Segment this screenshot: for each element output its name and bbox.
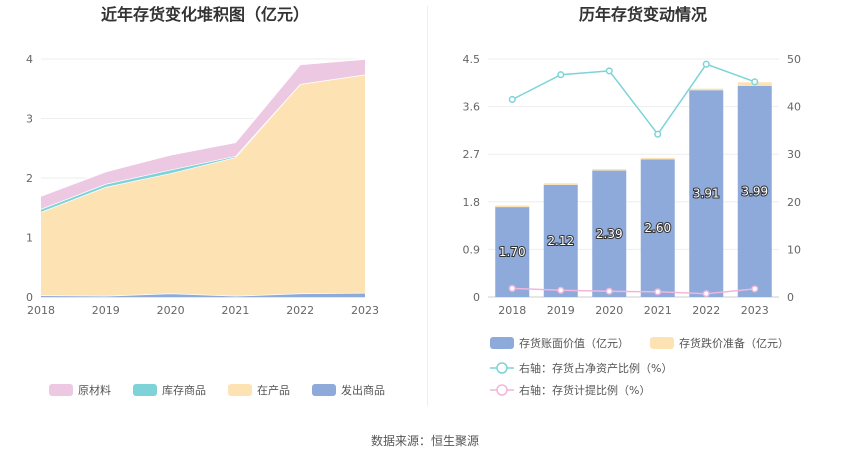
right-y-tick-label: 0	[473, 291, 480, 304]
legend-swatch	[228, 384, 252, 396]
legend-label: 右轴：存货占净资产比例（%）	[519, 361, 672, 375]
legend-swatch	[650, 337, 674, 349]
left-x-tick-label: 2023	[351, 304, 379, 317]
right-y-tick-label: 0.9	[463, 243, 481, 256]
line-point	[557, 286, 565, 294]
right-x-tick-label: 2020	[595, 304, 623, 317]
legend-line-marker	[496, 362, 508, 374]
right-x-tick-label: 2022	[692, 304, 720, 317]
left-x-tick-label: 2019	[92, 304, 120, 317]
line-series-1	[511, 63, 756, 136]
right-y-tick-label: 3.6	[463, 101, 481, 114]
legend-swatch	[133, 384, 157, 396]
legend-label: 发出商品	[341, 383, 385, 397]
line-point	[654, 130, 662, 138]
left-x-tick-label: 2022	[286, 304, 314, 317]
left-y-tick-label: 0	[26, 291, 33, 304]
panel-divider	[427, 6, 428, 406]
right-x-tick-label: 2023	[741, 304, 769, 317]
area-series-3	[41, 74, 365, 212]
line-point	[751, 285, 759, 293]
bar-book-value	[640, 159, 675, 297]
bar-data-label: 3.91	[693, 187, 720, 201]
bar-book-value	[495, 207, 530, 297]
bar-book-value	[737, 85, 772, 298]
right-y2-tick-label: 50	[787, 53, 801, 66]
legend-line-marker	[496, 384, 508, 396]
right-x-tick-label: 2019	[547, 304, 575, 317]
bar-impairment-reserve	[592, 169, 627, 171]
bar-book-value	[689, 90, 724, 298]
area-series-edge	[40, 58, 366, 197]
line-point	[702, 290, 710, 298]
line-point	[508, 95, 516, 104]
legend-label: 库存商品	[162, 383, 206, 397]
left-x-tick-label: 2018	[27, 304, 55, 317]
right-y-tick-label: 1.8	[463, 196, 481, 209]
bar-impairment-reserve	[495, 205, 530, 208]
line-point	[654, 288, 662, 296]
bar-data-label: 2.39	[596, 227, 623, 241]
area-series-2	[41, 74, 365, 296]
legend-label: 原材料	[78, 383, 111, 397]
bar-book-value	[592, 170, 627, 297]
right-x-tick-label: 2018	[498, 304, 526, 317]
left-chart-title: 近年存货变化堆积图（亿元）	[101, 5, 309, 24]
area-series-4	[41, 59, 365, 209]
legend-label: 存货账面价值（亿元）	[519, 336, 629, 350]
line-point	[702, 60, 710, 68]
left-x-tick-label: 2021	[221, 304, 249, 317]
right-y2-tick-label: 30	[787, 148, 801, 161]
legend-swatch	[312, 384, 336, 396]
bar-data-label: 2.60	[644, 221, 671, 235]
bar-data-label: 3.99	[741, 184, 768, 198]
right-x-tick-label: 2021	[644, 304, 672, 317]
bar-data-label: 2.12	[547, 234, 574, 248]
legend-label: 右轴：存货计提比例（%）	[519, 383, 650, 397]
bar-data-label: 1.70	[499, 245, 526, 259]
bar-impairment-reserve	[543, 183, 578, 185]
line-series-2	[512, 287, 755, 295]
right-chart-title: 历年存货变动情况	[579, 5, 707, 24]
line-point	[508, 284, 516, 292]
right-y2-tick-label: 20	[787, 196, 801, 209]
left-y-tick-label: 2	[26, 172, 33, 185]
legend-swatch	[49, 384, 73, 396]
line-point	[557, 71, 565, 79]
right-y-tick-label: 2.7	[463, 148, 481, 161]
right-y-tick-label: 4.5	[463, 53, 481, 66]
line-point	[751, 78, 759, 86]
left-x-tick-label: 2020	[157, 304, 185, 317]
right-y2-tick-label: 10	[787, 243, 801, 256]
line-point	[605, 67, 613, 75]
legend-label: 存货跌价准备（亿元）	[679, 336, 789, 350]
left-y-tick-label: 3	[26, 113, 33, 126]
left-y-tick-label: 1	[26, 232, 33, 245]
right-y2-tick-label: 0	[787, 291, 794, 304]
left-y-tick-label: 4	[26, 53, 33, 66]
bar-impairment-reserve	[640, 157, 675, 160]
legend-label: 在产品	[257, 383, 290, 397]
bar-book-value	[543, 184, 578, 297]
right-y2-tick-label: 40	[787, 101, 801, 114]
bar-impairment-reserve	[689, 88, 724, 91]
data-source-text: 数据来源：恒生聚源	[371, 433, 479, 448]
line-point	[605, 287, 613, 295]
legend-swatch	[490, 337, 514, 349]
